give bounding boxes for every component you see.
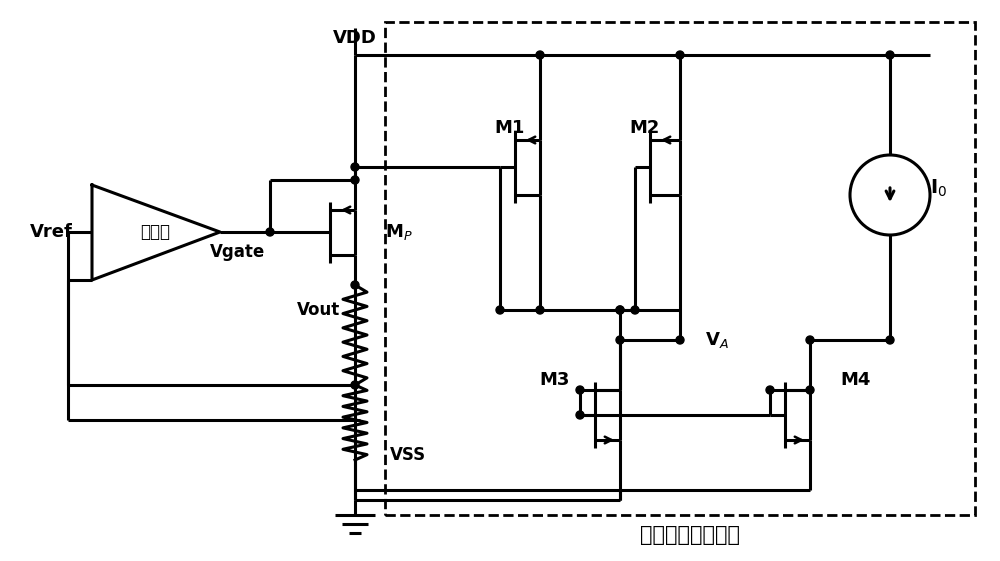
Circle shape bbox=[351, 176, 359, 184]
Text: M3: M3 bbox=[540, 371, 570, 389]
Text: Vout: Vout bbox=[297, 301, 340, 319]
Text: V$_A$: V$_A$ bbox=[705, 330, 729, 350]
Circle shape bbox=[676, 51, 684, 59]
Circle shape bbox=[351, 281, 359, 289]
Bar bbox=[385, 22, 975, 515]
Circle shape bbox=[806, 386, 814, 394]
Circle shape bbox=[351, 381, 359, 389]
Text: M2: M2 bbox=[630, 119, 660, 137]
Text: M1: M1 bbox=[495, 119, 525, 137]
Text: M4: M4 bbox=[840, 371, 870, 389]
Circle shape bbox=[576, 411, 584, 419]
Circle shape bbox=[536, 51, 544, 59]
Circle shape bbox=[766, 386, 774, 394]
Text: VDD: VDD bbox=[333, 29, 377, 47]
Text: 放大器: 放大器 bbox=[140, 223, 170, 241]
Text: 传统过流保护电路: 传统过流保护电路 bbox=[640, 525, 740, 545]
Circle shape bbox=[351, 163, 359, 171]
Circle shape bbox=[886, 336, 894, 344]
Circle shape bbox=[676, 336, 684, 344]
Circle shape bbox=[616, 306, 624, 314]
Text: I$_0$: I$_0$ bbox=[930, 177, 947, 199]
Circle shape bbox=[266, 228, 274, 236]
Text: Vgate: Vgate bbox=[210, 243, 265, 261]
Circle shape bbox=[631, 306, 639, 314]
Circle shape bbox=[496, 306, 504, 314]
Circle shape bbox=[616, 336, 624, 344]
Text: Vref: Vref bbox=[30, 223, 73, 241]
Text: VSS: VSS bbox=[390, 446, 426, 464]
Circle shape bbox=[806, 336, 814, 344]
Circle shape bbox=[616, 306, 624, 314]
Circle shape bbox=[536, 306, 544, 314]
Text: M$_P$: M$_P$ bbox=[385, 222, 413, 242]
Circle shape bbox=[576, 386, 584, 394]
Circle shape bbox=[886, 51, 894, 59]
